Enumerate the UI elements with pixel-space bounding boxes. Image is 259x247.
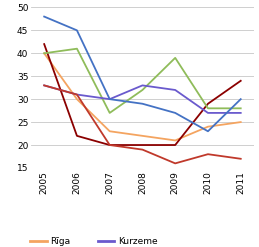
Legend: Rīga, Pierīga, Vidzeme, Kurzeme, Zemgale, Latgale: Rīga, Pierīga, Vidzeme, Kurzeme, Zemgale… [27, 233, 162, 247]
